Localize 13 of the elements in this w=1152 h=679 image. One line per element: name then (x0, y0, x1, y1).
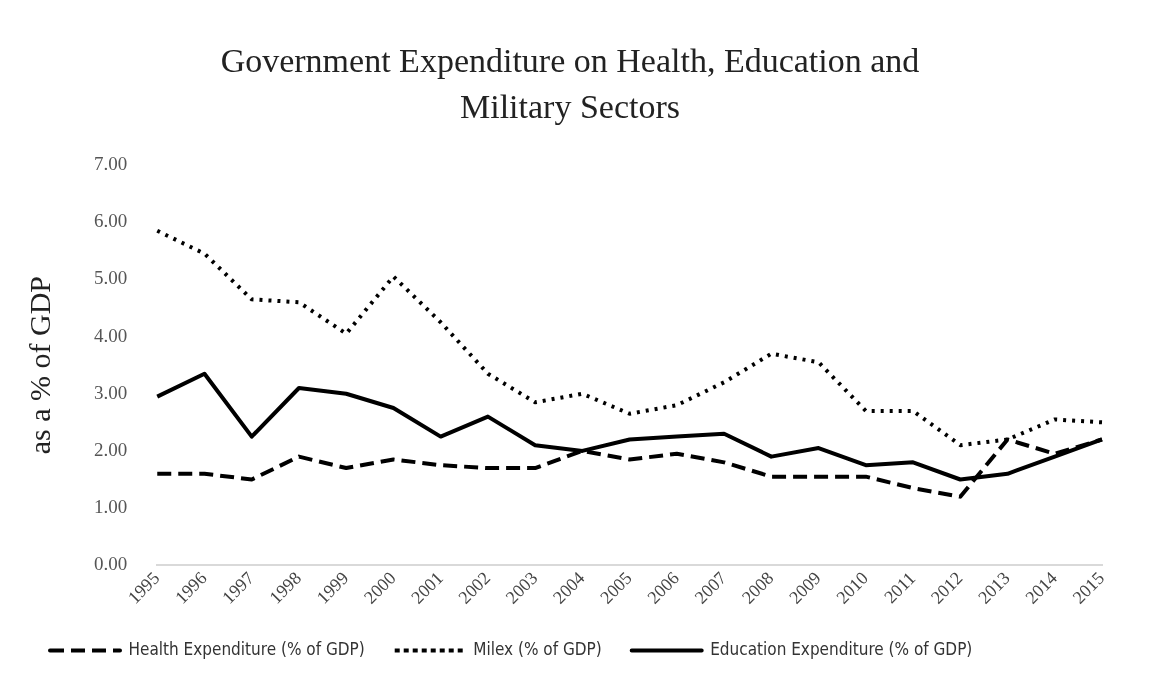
legend-label: Education Expenditure (% of GDP) (710, 638, 973, 659)
chart-title: Government Expenditure on Health, Education and Military Sectors (219, 41, 921, 127)
y-tick-label: 6.00 (94, 210, 128, 232)
y-tick-label: 0.00 (94, 553, 128, 575)
legend-label: Milex (% of GDP) (473, 638, 602, 659)
y-axis-title: as a % of GDP (22, 275, 56, 455)
y-tick-label: 1.00 (94, 496, 128, 518)
y-tick-label: 3.00 (94, 381, 128, 403)
y-tick-label: 2.00 (94, 438, 128, 460)
y-tick-label: 5.00 (94, 267, 128, 289)
y-tick-label: 7.00 (94, 152, 128, 174)
y-tick-label: 4.00 (94, 324, 128, 346)
legend-label: Health Expenditure (% of GDP) (128, 638, 365, 659)
